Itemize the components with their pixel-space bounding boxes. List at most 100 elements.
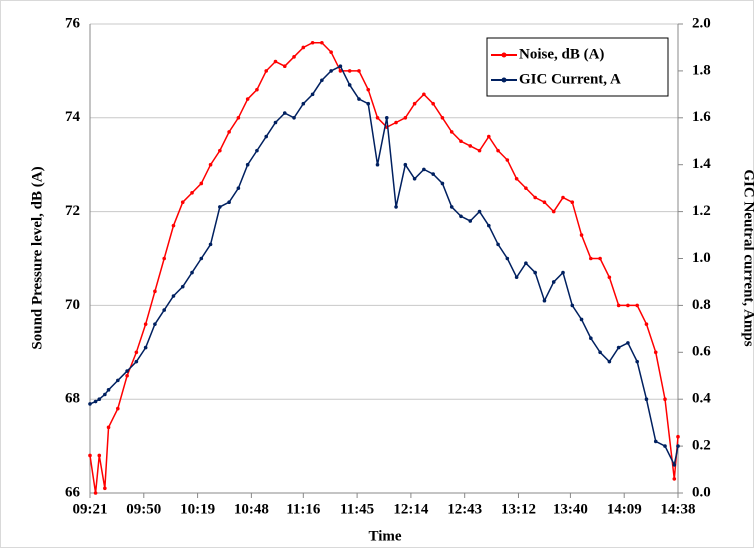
data-point [487, 134, 491, 139]
y2-tick-label: 1.4 [692, 156, 711, 172]
data-point [431, 172, 435, 176]
y-tick-label: 68 [65, 391, 80, 407]
y2-tick-label: 0.2 [692, 438, 711, 454]
data-point [616, 345, 621, 350]
data-point [626, 341, 630, 345]
data-point [153, 322, 157, 326]
data-point [255, 148, 259, 153]
data-point [524, 261, 528, 265]
data-point [199, 256, 204, 261]
data-point [143, 345, 148, 350]
data-point [218, 148, 222, 153]
y2-tick-label: 0.4 [692, 391, 711, 407]
data-point [273, 120, 278, 125]
data-point [357, 97, 361, 101]
data-point [676, 444, 680, 448]
data-point [227, 130, 231, 134]
data-point [542, 200, 547, 205]
data-point [171, 294, 176, 298]
data-point [635, 303, 639, 308]
data-point [607, 359, 612, 364]
x-tick-label: 10:48 [234, 501, 269, 517]
data-point [635, 359, 639, 364]
data-point [347, 69, 352, 73]
legend-marker [501, 77, 507, 83]
y2-tick-label: 0.6 [692, 344, 711, 360]
y-tick-label: 72 [65, 203, 80, 219]
data-point [653, 350, 658, 355]
data-point [468, 144, 473, 148]
data-point [570, 303, 575, 308]
data-point [125, 373, 129, 378]
data-point [245, 97, 250, 101]
data-point [533, 195, 537, 200]
legend-label: GIC Current, A [519, 71, 621, 87]
y-tick-label: 76 [65, 15, 81, 31]
data-point [103, 486, 107, 491]
data-point [459, 139, 463, 144]
data-point [301, 45, 306, 50]
data-point [663, 444, 667, 448]
data-point [116, 406, 120, 411]
x-tick-label: 09:50 [126, 501, 161, 517]
data-point [561, 195, 565, 200]
data-point [579, 233, 584, 237]
y2-tick-label: 1.6 [692, 109, 711, 125]
data-point [180, 200, 185, 205]
legend-box [486, 37, 669, 97]
x-tick-label: 12:14 [393, 501, 428, 517]
data-point [171, 223, 176, 228]
y-tick-label: 66 [65, 484, 81, 500]
data-point [134, 359, 139, 364]
data-point [672, 477, 677, 481]
data-point [208, 162, 213, 167]
data-point [384, 116, 389, 120]
data-point [227, 200, 231, 205]
data-point [598, 256, 602, 261]
data-point [236, 116, 241, 120]
data-point [422, 167, 426, 172]
data-point [644, 397, 649, 402]
data-point [199, 181, 204, 186]
data-point [190, 191, 194, 195]
data-point [320, 78, 324, 83]
y2-tick-label: 1.2 [692, 203, 711, 219]
data-point [468, 219, 473, 223]
x-tick-label: 09:21 [73, 501, 108, 517]
x-tick-label: 12:43 [447, 501, 482, 517]
x-tick-label: 14:38 [661, 501, 696, 517]
data-point [292, 116, 296, 120]
x-tick-label: 14:09 [607, 501, 642, 517]
data-point [589, 256, 593, 261]
data-point [338, 69, 343, 73]
data-point [301, 101, 306, 106]
data-point [106, 388, 111, 392]
data-point [208, 242, 213, 247]
data-point [282, 64, 287, 69]
data-point [412, 101, 417, 106]
data-point [366, 101, 371, 106]
data-point [570, 200, 575, 205]
data-point [514, 275, 519, 280]
data-point [579, 317, 584, 322]
data-point [292, 55, 296, 59]
x-tick-label: 11:45 [340, 501, 374, 517]
data-point [663, 397, 667, 402]
data-point [116, 378, 120, 383]
y2-tick-label: 0.0 [692, 484, 711, 500]
data-point [134, 350, 139, 355]
x-tick-label: 10:19 [180, 501, 215, 517]
data-point [496, 148, 500, 153]
data-point [329, 50, 333, 54]
data-point [505, 256, 510, 261]
data-point [403, 162, 408, 167]
data-point [320, 40, 324, 45]
data-point [97, 453, 102, 458]
data-point [524, 186, 528, 190]
data-point [93, 399, 98, 404]
data-point [440, 181, 445, 186]
y-tick-label: 74 [65, 109, 81, 125]
data-point [598, 350, 602, 355]
data-point [626, 303, 630, 308]
